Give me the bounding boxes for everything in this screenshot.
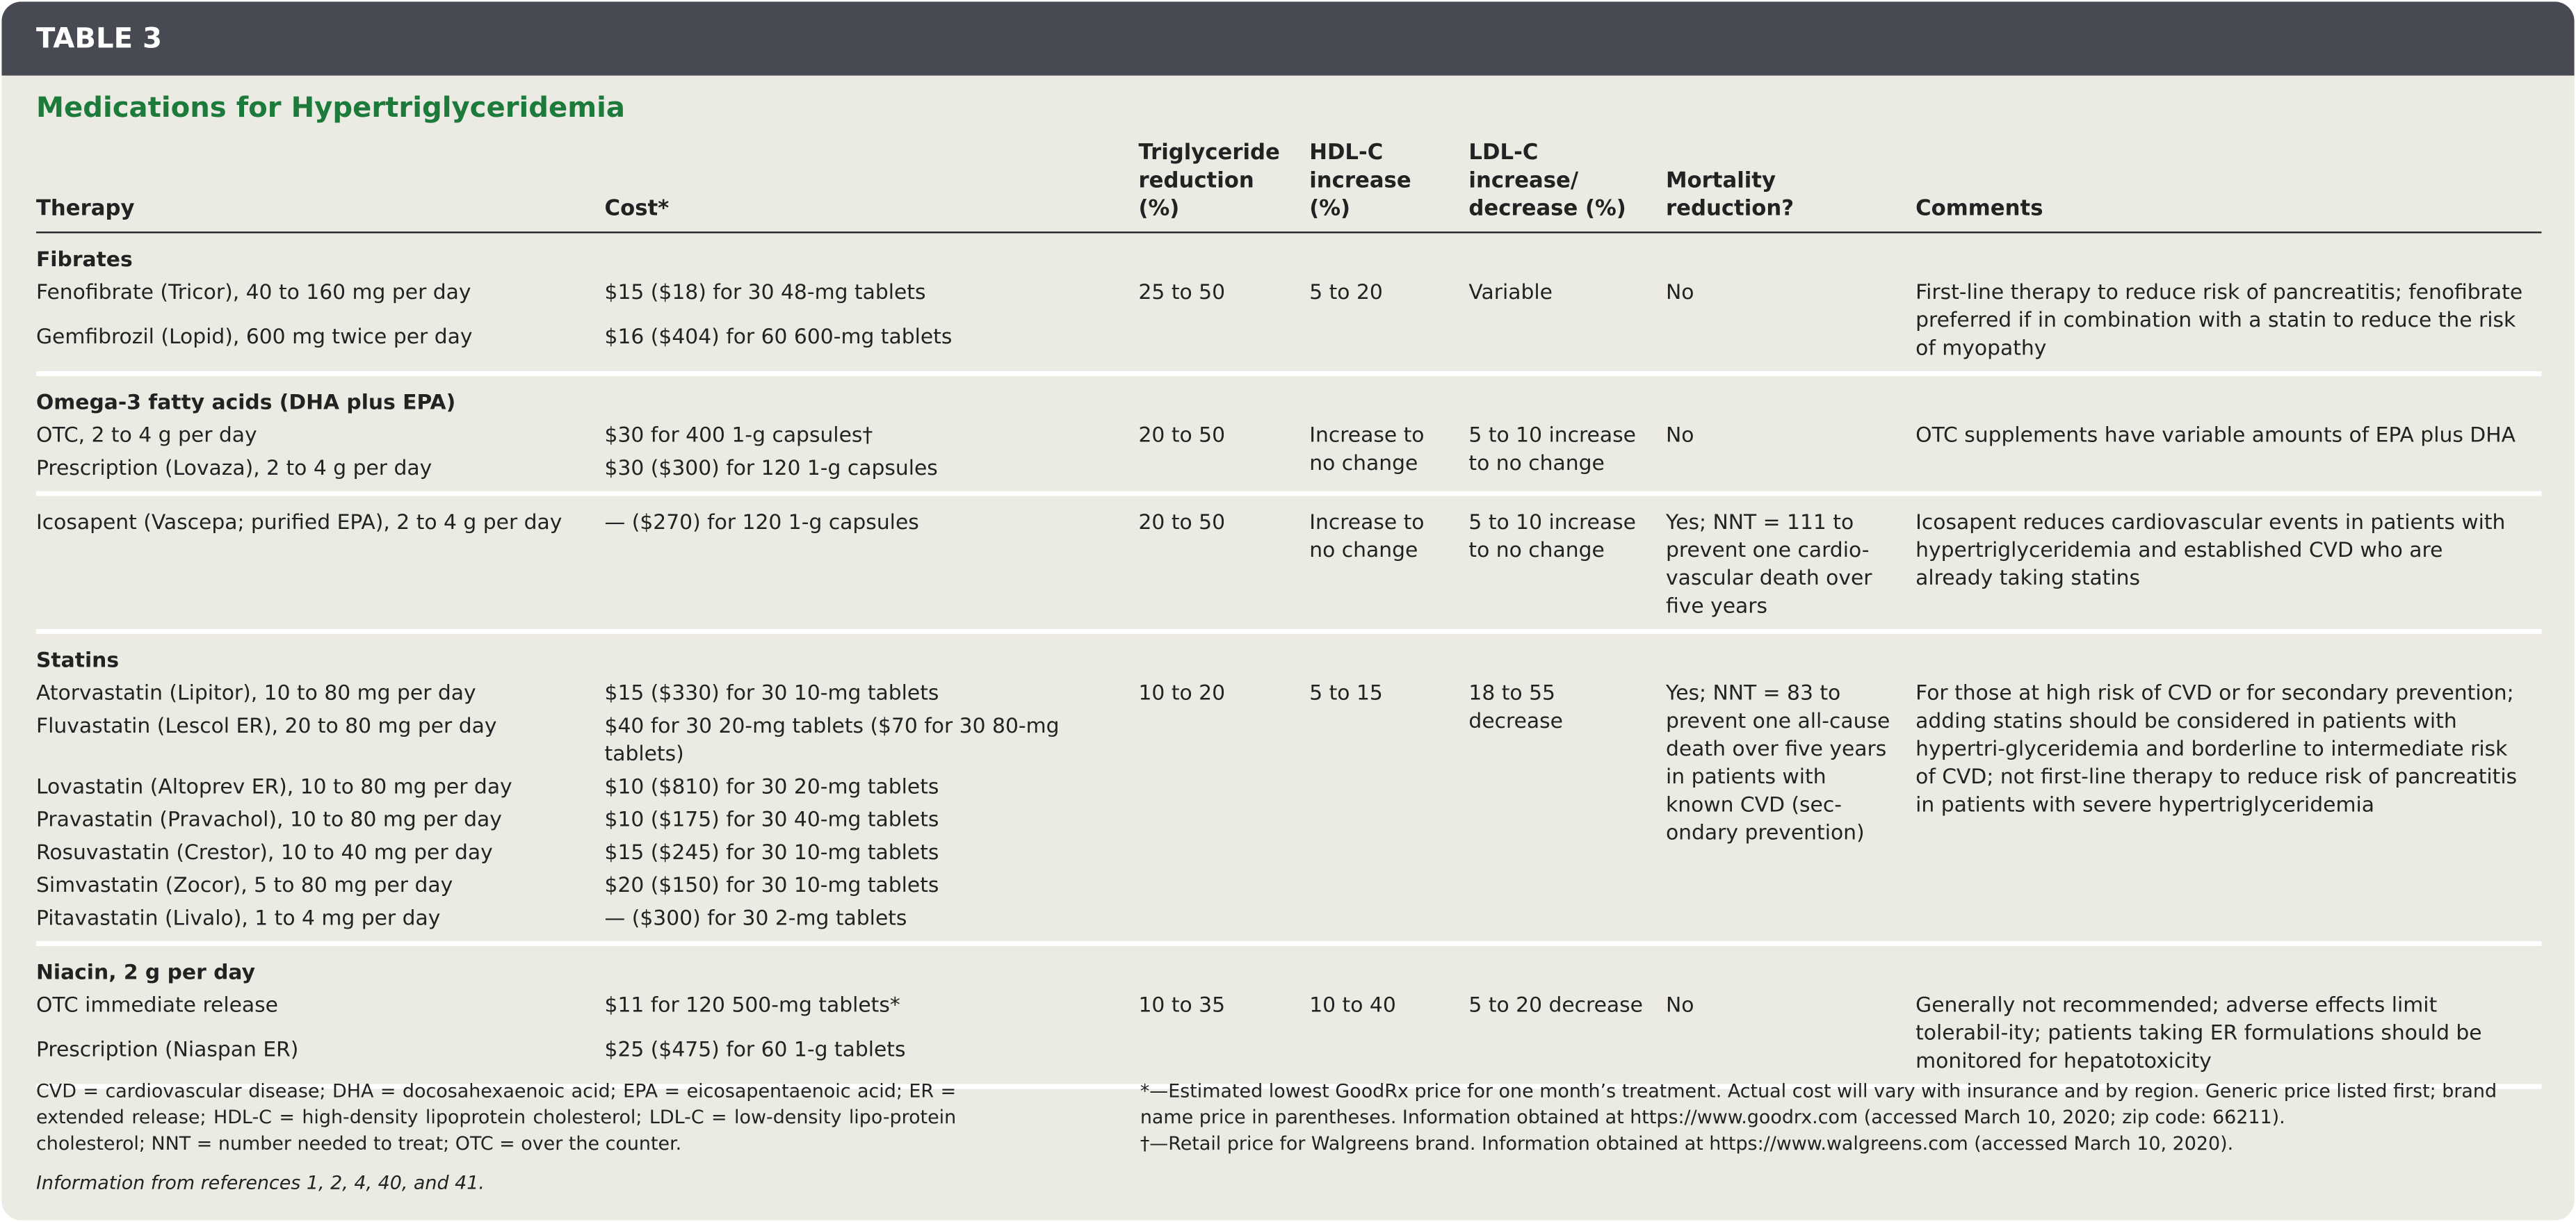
cost: $16 ($404) for 60 600-mg tablets bbox=[604, 323, 953, 348]
comments: Icosapent reduces cardiovascular events … bbox=[1915, 509, 2506, 590]
column-header: Comments bbox=[1915, 197, 2043, 222]
cost: $40 for 30 20-mg tablets ($70 for 30 80-… bbox=[604, 712, 1060, 766]
comments: For those at high risk of CVD or for sec… bbox=[1915, 680, 2518, 817]
section: Fibrates Fenofibrate (Tricor), 40 to 160 … bbox=[35, 234, 2542, 377]
triglyceride: 10 to 20 bbox=[1138, 680, 1226, 705]
hdl: Increase to no change bbox=[1309, 422, 1425, 475]
ldl: 5 to 10 increase to no change bbox=[1468, 422, 1636, 475]
hdl: 5 to 15 bbox=[1309, 680, 1383, 705]
triglyceride: 20 to 50 bbox=[1138, 422, 1226, 447]
column-header: LDL-C increase/ decrease (%) bbox=[1468, 141, 1626, 222]
ldl: 5 to 10 increase to no change bbox=[1468, 509, 1636, 562]
therapy: Atorvastatin (Lipitor), 10 to 80 mg per … bbox=[35, 680, 476, 705]
mortality: Yes; NNT = 83 to prevent one all-cause d… bbox=[1665, 680, 1890, 845]
triglyceride: 10 to 35 bbox=[1138, 992, 1226, 1017]
note: †—Retail price for Walgreens brand. Info… bbox=[1140, 1132, 2234, 1155]
table-header: Therapy Cost* Triglyceride reduction (%) HD… bbox=[35, 140, 2542, 234]
column-header: Cost* bbox=[604, 197, 670, 222]
section-heading: Statins bbox=[35, 646, 120, 672]
section-heading: Niacin, 2 g per day bbox=[35, 959, 255, 984]
cost: $15 ($330) for 30 10-mg tablets bbox=[604, 680, 939, 705]
table-title: Medications for Hypertriglyceridemia bbox=[35, 92, 626, 125]
therapy: Icosapent (Vascepa; purified EPA), 2 to … bbox=[35, 509, 562, 534]
cost: $10 ($810) for 30 20-mg tablets bbox=[604, 773, 939, 799]
cost: $15 ($18) for 30 48-mg tablets bbox=[604, 279, 926, 304]
section-heading: Fibrates bbox=[35, 246, 133, 271]
column-header: Therapy bbox=[35, 197, 135, 222]
section-heading: Omega-3 fatty acids (DHA plus EPA) bbox=[35, 389, 456, 414]
table-body: Fibrates Fenofibrate (Tricor), 40 to 160 … bbox=[35, 234, 2542, 1089]
cost: $25 ($475) for 60 1-g tablets bbox=[604, 1036, 906, 1061]
therapy: Pravastatin (Pravachol), 10 to 80 mg per… bbox=[35, 806, 502, 831]
section: Icosapent (Vascepa; purified EPA), 2 to … bbox=[35, 496, 2542, 635]
cost: $30 for 400 1-g capsules† bbox=[604, 422, 873, 447]
note: *—Estimated lowest GoodRx price for one … bbox=[1140, 1079, 2497, 1129]
therapy: Prescription (Lovaza), 2 to 4 g per day bbox=[35, 455, 432, 480]
ldl: 18 to 55 decrease bbox=[1468, 680, 1563, 733]
therapy: Prescription (Niaspan ER) bbox=[35, 1036, 299, 1061]
mortality: Yes; NNT = 111 to prevent one cardio-vas… bbox=[1665, 509, 1872, 618]
therapy: OTC, 2 to 4 g per day bbox=[35, 422, 257, 447]
cost: — ($300) for 30 2-mg tablets bbox=[604, 904, 907, 930]
triglyceride: 20 to 50 bbox=[1138, 509, 1226, 534]
column-header: Triglyceride reduction (%) bbox=[1138, 141, 1280, 222]
triglyceride: 25 to 50 bbox=[1138, 279, 1226, 304]
hdl: Increase to no change bbox=[1309, 509, 1425, 562]
therapy: OTC immediate release bbox=[35, 992, 278, 1017]
column-header: HDL-C increase (%) bbox=[1309, 141, 1411, 222]
cost: $11 for 120 500-mg tablets* bbox=[604, 992, 900, 1017]
ldl: 5 to 20 decrease bbox=[1468, 992, 1644, 1017]
notes: *—Estimated lowest GoodRx price for one … bbox=[1140, 1077, 2545, 1156]
mortality: No bbox=[1665, 992, 1694, 1017]
section: Omega-3 fatty acids (DHA plus EPA) OTC, 2… bbox=[35, 376, 2542, 496]
source: Information from references 1, 2, 4, 40,… bbox=[35, 1171, 485, 1194]
cost: $10 ($175) for 30 40-mg tablets bbox=[604, 806, 939, 831]
section: Statins Atorvastatin (Lipitor), 10 to 80 … bbox=[35, 634, 2542, 947]
therapy: Gemfibrozil (Lopid), 600 mg twice per da… bbox=[35, 323, 473, 348]
header-bar: TABLE 3 bbox=[1, 1, 2575, 76]
therapy: Lovastatin (Altoprev ER), 10 to 80 mg pe… bbox=[35, 773, 512, 799]
mortality: No bbox=[1665, 279, 1694, 304]
cost: $20 ($150) for 30 10-mg tablets bbox=[604, 872, 939, 897]
column-header: Mortality reduction? bbox=[1665, 169, 1795, 222]
table: Therapy Cost* Triglyceride reduction (%) HD… bbox=[35, 140, 2542, 1089]
therapy: Pitavastatin (Livalo), 1 to 4 mg per day bbox=[35, 904, 441, 930]
ldl: Variable bbox=[1468, 279, 1553, 304]
comments: Generally not recommended; adverse effec… bbox=[1915, 992, 2482, 1073]
therapy: Fenofibrate (Tricor), 40 to 160 mg per d… bbox=[35, 279, 471, 304]
section: Niacin, 2 g per day OTC immediate release… bbox=[35, 946, 2542, 1089]
hdl: 10 to 40 bbox=[1309, 992, 1396, 1017]
cost: $15 ($245) for 30 10-mg tablets bbox=[604, 839, 939, 864]
therapy: Fluvastatin (Lescol ER), 20 to 80 mg per… bbox=[35, 712, 497, 738]
abbreviations: CVD = cardiovascular disease; DHA = doco… bbox=[35, 1079, 957, 1155]
comments: First-line therapy to reduce risk of pan… bbox=[1915, 279, 2523, 360]
therapy: Rosuvastatin (Crestor), 10 to 40 mg per … bbox=[35, 839, 493, 864]
comments: OTC supplements have variable amounts of… bbox=[1915, 422, 2516, 447]
cost: — ($270) for 120 1-g capsules bbox=[604, 509, 919, 534]
therapy: Simvastatin (Zocor), 5 to 80 mg per day bbox=[35, 872, 453, 897]
table-label: TABLE 3 bbox=[35, 23, 162, 56]
mortality: No bbox=[1665, 422, 1694, 447]
hdl: 5 to 20 bbox=[1309, 279, 1383, 304]
cost: $30 ($300) for 120 1-g capsules bbox=[604, 455, 938, 480]
